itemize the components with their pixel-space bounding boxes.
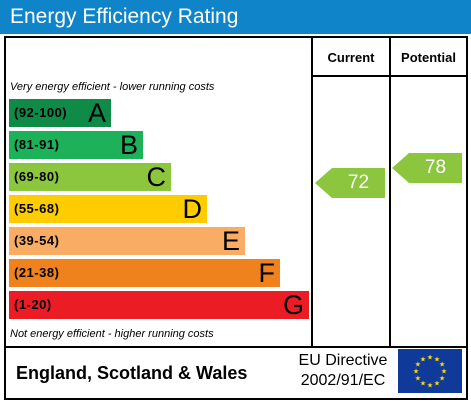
country-label: England, Scotland & Wales xyxy=(16,363,248,383)
band-letter: F xyxy=(258,258,276,288)
band-c: (69-80) C xyxy=(9,163,171,191)
potential-rating-value: 78 xyxy=(409,153,462,183)
current-rating-arrow: 72 xyxy=(315,168,385,198)
potential-arrow-tip xyxy=(392,153,409,183)
footer-divider xyxy=(6,346,466,348)
page-title: Energy Efficiency Rating xyxy=(10,5,239,28)
current-arrow-tip xyxy=(315,168,332,198)
eu-star-icon: ★ xyxy=(439,375,445,383)
eu-star-icon: ★ xyxy=(420,355,426,363)
column-divider xyxy=(311,38,313,348)
band-range: (1-20) xyxy=(14,297,52,312)
title-bar: Energy Efficiency Rating xyxy=(0,0,471,34)
band-letter: A xyxy=(87,98,106,128)
potential-rating-arrow: 78 xyxy=(392,153,462,183)
band-letter: B xyxy=(119,130,138,160)
current-column-header: Current xyxy=(327,50,375,65)
eu-star-icon: ★ xyxy=(415,375,421,383)
eu-star-icon: ★ xyxy=(439,361,445,369)
band-letter: C xyxy=(146,162,167,192)
inefficient-note: Not energy efficient - higher running co… xyxy=(10,328,214,340)
band-letter: E xyxy=(221,226,240,256)
directive-line-2: 2002/91/EC xyxy=(300,372,386,389)
eu-star-icon: ★ xyxy=(441,368,447,376)
rating-frame: Current Potential Very energy efficient … xyxy=(4,36,468,400)
directive-line-1: EU Directive xyxy=(298,352,388,369)
current-rating-value: 72 xyxy=(332,168,385,198)
band-letter: D xyxy=(182,194,203,224)
eu-star-icon: ★ xyxy=(434,380,440,388)
band-range: (81-91) xyxy=(14,137,60,152)
eu-star-icon: ★ xyxy=(427,354,433,362)
efficient-note: Very energy efficient - lower running co… xyxy=(10,81,215,93)
band-b: (81-91) B xyxy=(9,131,143,159)
band-range: (69-80) xyxy=(14,169,60,184)
band-g: (1-20) G xyxy=(9,291,309,319)
band-range: (21-38) xyxy=(14,265,60,280)
band-e: (39-54) E xyxy=(9,227,245,255)
potential-column-header: Potential xyxy=(401,50,456,65)
band-f: (21-38) F xyxy=(9,259,280,287)
eu-star-icon: ★ xyxy=(427,382,433,390)
band-a: (92-100) A xyxy=(9,99,111,127)
eu-directive: EU Directive 2002/91/EC xyxy=(288,351,398,391)
eu-star-icon: ★ xyxy=(413,368,419,376)
eu-flag-icon: ★ ★ ★ ★ ★ ★ ★ ★ ★ ★ ★ ★ xyxy=(398,349,462,393)
band-range: (55-68) xyxy=(14,201,60,216)
band-range: (92-100) xyxy=(14,105,68,120)
band-letter: G xyxy=(282,290,304,320)
band-range: (39-54) xyxy=(14,233,60,248)
column-divider xyxy=(389,38,391,348)
header-divider xyxy=(311,75,466,77)
eu-star-icon: ★ xyxy=(434,355,440,363)
eu-star-icon: ★ xyxy=(415,361,421,369)
eu-star-icon: ★ xyxy=(420,380,426,388)
band-d: (55-68) D xyxy=(9,195,207,223)
